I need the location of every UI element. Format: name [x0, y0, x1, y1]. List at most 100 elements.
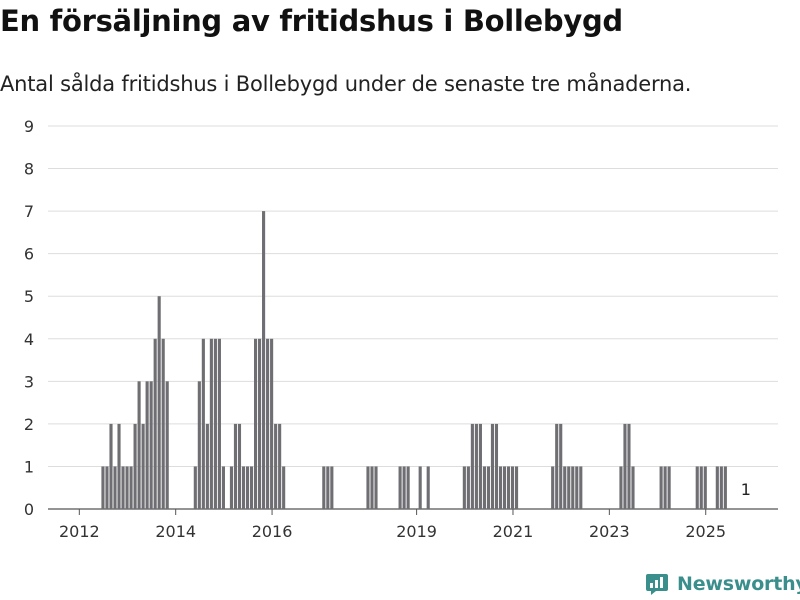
y-tick-label: 4	[24, 330, 34, 349]
bar-2014-10	[209, 338, 213, 509]
bar-2015-04	[233, 423, 238, 509]
bar-2025-05	[719, 466, 723, 509]
bar-2020-06	[482, 466, 486, 509]
bar-2018-03	[374, 466, 378, 509]
bar-2020-07	[486, 466, 490, 509]
bar-2013-01	[125, 466, 129, 509]
bar-2020-01	[462, 466, 466, 509]
bar-2019-04	[426, 466, 430, 509]
y-tick-label: 7	[24, 202, 34, 221]
gridlines	[48, 125, 778, 510]
bar-2023-06	[627, 423, 631, 509]
bar-2021-12	[555, 423, 559, 509]
bar-2016-02	[274, 423, 278, 509]
bar-2012-09	[109, 423, 113, 509]
bar-2022-06	[579, 466, 583, 509]
bar-2013-11	[165, 381, 169, 509]
data-label: 1	[741, 480, 751, 499]
brand-name: Newsworthy	[677, 573, 800, 595]
bar-2015-12	[266, 338, 270, 509]
y-tick-label: 5	[24, 287, 34, 306]
bar-2024-11	[695, 466, 699, 509]
y-tick-label: 2	[24, 415, 34, 434]
bar-2012-07	[101, 466, 105, 509]
bar-2013-09	[157, 296, 161, 509]
chart-title: En försäljning av fritidshus i Bollebygd	[0, 4, 623, 38]
x-tick-label: 2025	[685, 522, 726, 541]
bar-2017-02	[322, 466, 326, 509]
bar-2025-04	[715, 466, 719, 509]
bar-2024-12	[699, 466, 703, 509]
data-labels: 1	[741, 480, 751, 499]
bar-2015-08	[249, 466, 254, 509]
bar-2014-11	[213, 338, 217, 509]
bar-2023-07	[631, 466, 635, 509]
bar-2020-04	[474, 423, 478, 509]
bar-2018-09	[398, 466, 402, 509]
bar-2025-06	[723, 466, 727, 509]
bar-2015-09	[253, 338, 258, 509]
bar-2013-10	[161, 338, 165, 509]
bar-2013-02	[129, 466, 133, 509]
bar-2013-04	[137, 381, 141, 509]
bar-2016-01	[270, 338, 274, 509]
bar-2024-04	[667, 466, 671, 509]
bar-2015-07	[245, 466, 250, 509]
bar-2019-02	[418, 466, 422, 509]
bar-2024-03	[663, 466, 667, 509]
bar-2014-08	[201, 338, 205, 509]
bar-2020-05	[478, 423, 482, 509]
bars	[101, 211, 727, 510]
bar-2018-10	[402, 466, 406, 509]
bar-2020-03	[470, 423, 474, 509]
x-tick-label: 2021	[493, 522, 534, 541]
y-tick-label: 1	[24, 457, 34, 476]
bar-2021-11	[551, 466, 555, 509]
bar-2014-06	[193, 466, 197, 509]
newsworthy-brand[interactable]: Newsworthy	[645, 569, 800, 599]
bar-2022-05	[575, 466, 579, 509]
bar-2013-05	[141, 423, 145, 509]
bar-2020-11	[502, 466, 507, 509]
bar-2020-09	[494, 423, 499, 509]
bar-2020-12	[506, 466, 511, 509]
bar-2018-11	[406, 466, 410, 509]
bar-2021-01	[510, 466, 515, 509]
x-tick-label: 2019	[396, 522, 437, 541]
bar-2022-03	[567, 466, 571, 509]
bar-2015-01	[221, 466, 225, 509]
x-tick-label: 2016	[252, 522, 293, 541]
bar-2022-02	[563, 466, 567, 509]
y-tick-label: 0	[24, 500, 34, 519]
bar-2017-03	[326, 466, 330, 509]
bar-2015-06	[241, 466, 246, 509]
x-tick-label: 2014	[155, 522, 196, 541]
bar-2012-11	[117, 423, 121, 509]
bar-2013-03	[133, 423, 137, 509]
bar-2022-01	[559, 423, 563, 509]
bar-2015-10	[258, 338, 262, 509]
bar-2015-11	[262, 211, 266, 510]
bar-2015-05	[237, 423, 242, 509]
bar-2020-08	[490, 423, 495, 509]
y-tick-label: 8	[24, 160, 34, 179]
x-tick-label: 2012	[59, 522, 100, 541]
y-tick-label: 6	[24, 245, 34, 264]
bar-2023-05	[623, 423, 627, 509]
bar-2016-04	[282, 466, 286, 509]
bar-2015-03	[229, 466, 234, 509]
bar-2013-07	[149, 381, 153, 509]
y-tick-label: 3	[24, 372, 34, 391]
y-tick-label: 9	[24, 117, 34, 136]
bar-2018-02	[370, 466, 374, 509]
y-axis: 0 1 2 3 4 5 6 7 8 9	[24, 117, 34, 519]
bar-2023-04	[619, 466, 623, 509]
bar-2014-09	[205, 423, 209, 509]
bar-2014-12	[217, 338, 221, 509]
bar-2024-02	[659, 466, 663, 509]
bar-2012-08	[105, 466, 109, 509]
newsworthy-logo-icon	[646, 574, 668, 595]
bar-2017-04	[330, 466, 334, 509]
bar-2016-03	[278, 423, 282, 509]
